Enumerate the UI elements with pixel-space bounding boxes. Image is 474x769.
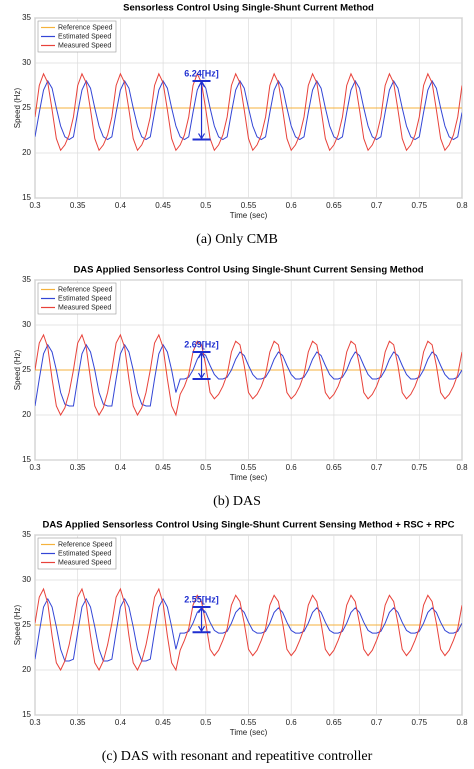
legend-label: Estimated Speed: [58, 295, 111, 302]
x-tick-label: 0.35: [70, 463, 86, 472]
y-tick-label: 35: [22, 13, 31, 22]
y-tick-label: 30: [22, 58, 31, 67]
x-tick-label: 0.55: [241, 201, 257, 210]
x-tick-label: 0.6: [286, 201, 298, 210]
arrow-head: [198, 606, 206, 633]
y-tick-label: 20: [22, 665, 31, 674]
series-line: [35, 587, 462, 672]
x-tick-label: 0.45: [155, 718, 171, 727]
caption: (a) Only CMB: [196, 232, 278, 247]
x-tick-label: 0.45: [155, 463, 171, 472]
y-tick-label: 35: [22, 275, 31, 284]
series-line: [35, 343, 462, 407]
y-axis-label: Speed (Hz): [13, 604, 22, 645]
x-tick-label: 0.55: [241, 718, 257, 727]
x-tick-label: 0.5: [200, 463, 212, 472]
x-tick-label: 0.4: [115, 201, 127, 210]
chart-title: DAS Applied Sensorless Control Using Sin…: [73, 265, 423, 276]
legend-label: Measured Speed: [58, 559, 111, 566]
x-tick-label: 0.7: [371, 201, 383, 210]
x-tick-label: 0.75: [412, 201, 428, 210]
legend-label: Reference Speed: [58, 24, 113, 31]
y-tick-label: 30: [22, 320, 31, 329]
legend-label: Reference Speed: [58, 541, 113, 548]
y-tick-label: 20: [22, 148, 31, 157]
y-tick-label: 25: [22, 620, 31, 629]
y-tick-label: 15: [22, 710, 31, 719]
y-axis-label: Speed (Hz): [13, 349, 22, 390]
annotation: 6.24[Hz]: [184, 68, 219, 78]
x-tick-label: 0.5: [200, 201, 212, 210]
x-axis-label: Time (sec): [230, 728, 268, 737]
series-line: [35, 597, 462, 662]
x-tick-label: 0.55: [241, 463, 257, 472]
arrow-head: [198, 351, 206, 380]
x-tick-label: 0.8: [456, 718, 468, 727]
legend-label: Estimated Speed: [58, 33, 111, 40]
x-tick-label: 0.35: [70, 718, 86, 727]
caption: (b) DAS: [213, 494, 261, 509]
x-axis-label: Time (sec): [230, 211, 268, 220]
y-tick-label: 15: [22, 193, 31, 202]
x-tick-label: 0.5: [200, 718, 212, 727]
caption: (c) DAS with resonant and repeatitive co…: [102, 749, 373, 764]
x-tick-label: 0.8: [456, 463, 468, 472]
series-line: [35, 333, 462, 417]
x-tick-label: 0.3: [29, 463, 41, 472]
legend-label: Reference Speed: [58, 286, 113, 293]
legend-label: Estimated Speed: [58, 550, 111, 557]
x-tick-label: 0.65: [326, 718, 342, 727]
x-tick-label: 0.35: [70, 201, 86, 210]
y-tick-label: 25: [22, 365, 31, 374]
legend-label: Measured Speed: [58, 304, 111, 311]
chart-title: Sensorless Control Using Single-Shunt Cu…: [123, 3, 374, 14]
y-tick-label: 30: [22, 575, 31, 584]
y-tick-label: 25: [22, 103, 31, 112]
x-tick-label: 0.4: [115, 718, 127, 727]
y-tick-label: 15: [22, 455, 31, 464]
y-axis-label: Speed (Hz): [13, 87, 22, 128]
y-tick-label: 20: [22, 410, 31, 419]
arrow-head: [198, 80, 206, 140]
chart-title: DAS Applied Sensorless Control Using Sin…: [43, 520, 455, 531]
annotation: 2.69[Hz]: [184, 339, 219, 349]
annotation: 2.55[Hz]: [184, 594, 219, 604]
x-tick-label: 0.75: [412, 463, 428, 472]
x-tick-label: 0.75: [412, 718, 428, 727]
x-tick-label: 0.6: [286, 718, 298, 727]
x-tick-label: 0.65: [326, 201, 342, 210]
legend-label: Measured Speed: [58, 42, 111, 49]
x-tick-label: 0.3: [29, 201, 41, 210]
y-tick-label: 35: [22, 530, 31, 539]
x-tick-label: 0.3: [29, 718, 41, 727]
x-tick-label: 0.7: [371, 463, 383, 472]
x-tick-label: 0.45: [155, 201, 171, 210]
x-tick-label: 0.8: [456, 201, 468, 210]
x-axis-label: Time (sec): [230, 473, 268, 482]
x-tick-label: 0.6: [286, 463, 298, 472]
x-tick-label: 0.65: [326, 463, 342, 472]
x-tick-label: 0.7: [371, 718, 383, 727]
x-tick-label: 0.4: [115, 463, 127, 472]
series-line: [35, 72, 462, 152]
